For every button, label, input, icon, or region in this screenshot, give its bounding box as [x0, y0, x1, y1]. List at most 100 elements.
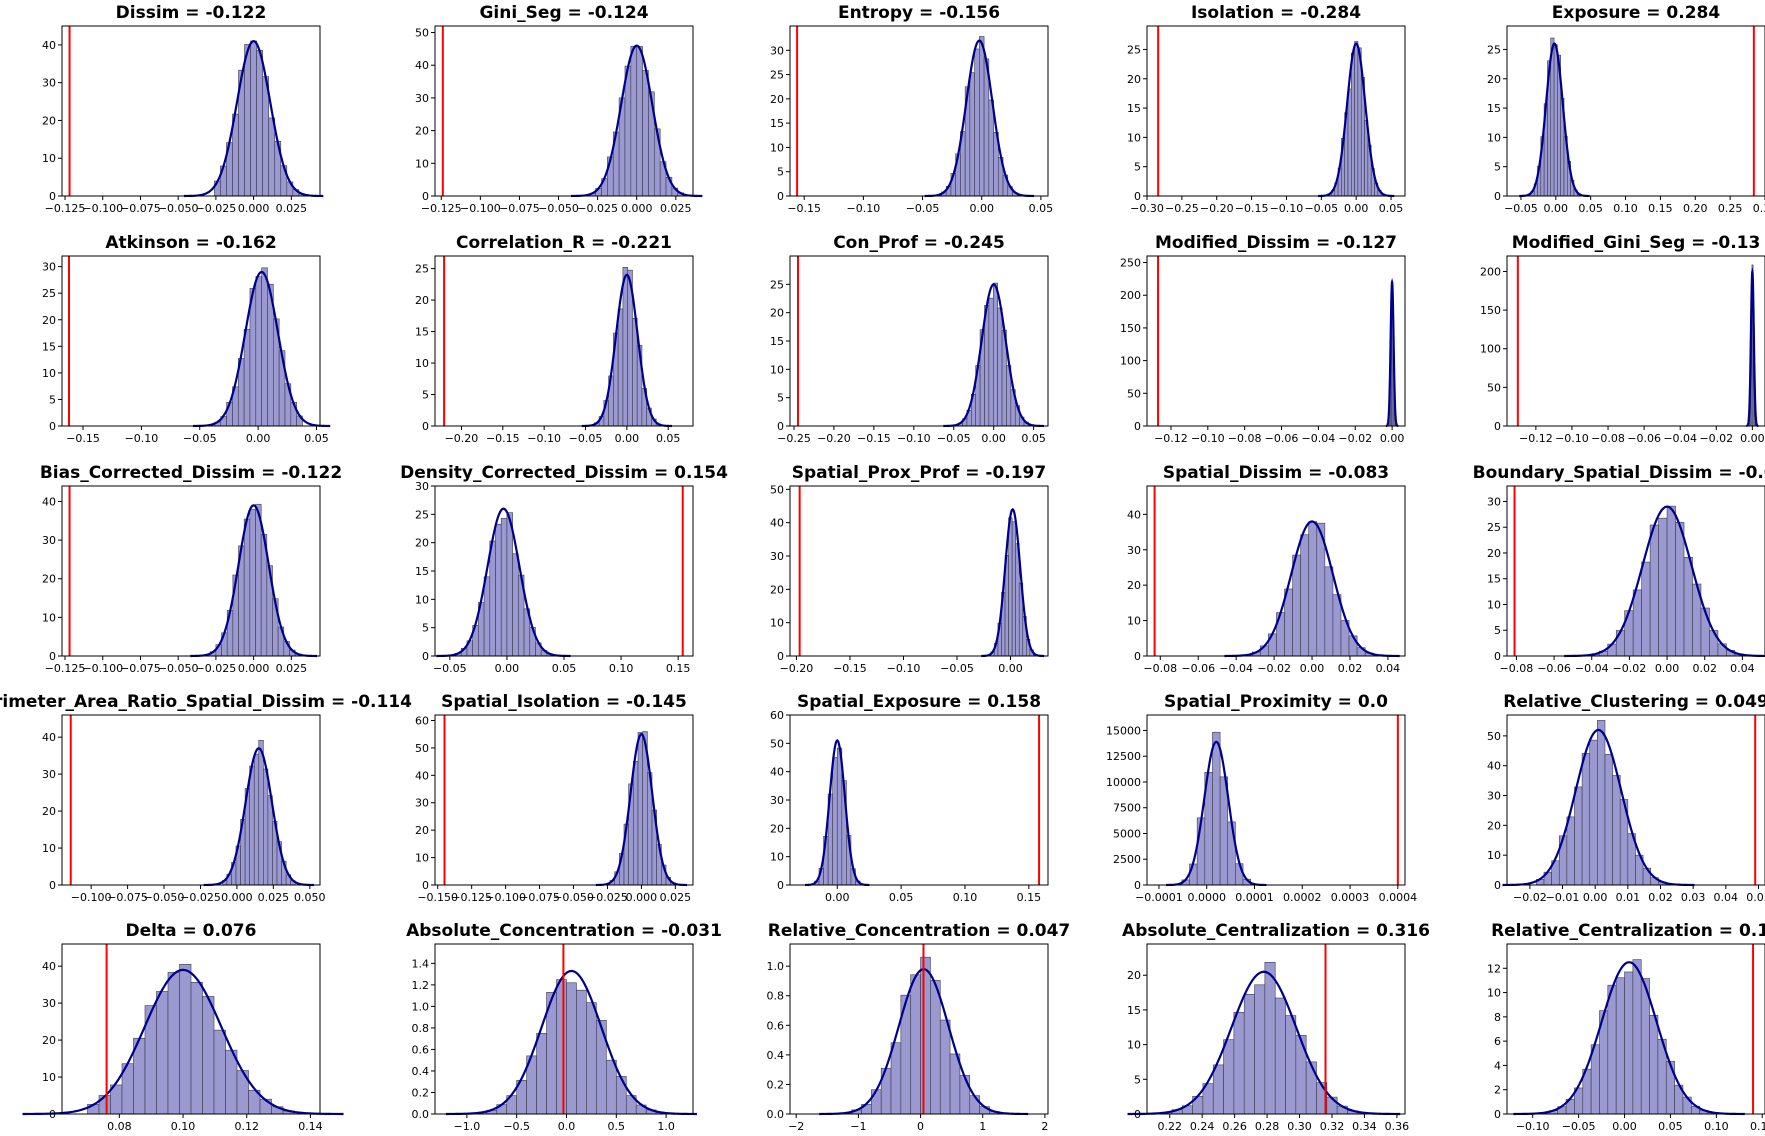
- y-tick-label: 25: [1487, 43, 1501, 56]
- x-tick-label: 0.00: [1583, 891, 1608, 904]
- histogram-bar: [1011, 521, 1016, 657]
- x-tick-label: 0.0001: [1235, 891, 1274, 904]
- y-tick-label: 0.2: [412, 1086, 430, 1099]
- y-tick-label: 200: [1480, 265, 1501, 278]
- histogram-panel: Dissim = -0.122 −0.125−0.100−0.075−0.050−…: [42, 3, 324, 215]
- y-tick-label: 10: [1487, 987, 1501, 1000]
- kde-curve: [943, 283, 1045, 428]
- histogram-bar: [630, 45, 638, 197]
- x-tick-label: −0.075: [120, 202, 161, 215]
- x-tick-label: −0.15: [1235, 202, 1269, 215]
- x-tick-label: 0.15: [1750, 1120, 1765, 1133]
- y-tick-label: 10: [1127, 131, 1141, 144]
- histogram-panel: Spatial_Isolation = -0.145−0.150−0.125−0…: [415, 692, 694, 904]
- y-tick-label: 0: [1134, 190, 1141, 203]
- histogram-bar: [832, 757, 838, 886]
- y-tick-label: 5: [1134, 161, 1141, 174]
- kde-curve: [1166, 740, 1267, 887]
- histogram-bar: [1709, 630, 1719, 657]
- y-tick-label: 20: [415, 537, 429, 550]
- x-tick-label: −0.10: [1191, 432, 1225, 445]
- kde-curve: [581, 273, 673, 428]
- y-tick-label: 200: [1120, 289, 1141, 302]
- x-tick-label: −0.125: [45, 202, 86, 215]
- histogram-bar: [1700, 607, 1710, 657]
- y-tick-label: 30: [770, 794, 784, 807]
- y-tick-label: 5: [422, 622, 429, 635]
- x-tick-label: 1: [979, 1120, 986, 1133]
- x-tick-label: −0.08: [1591, 432, 1625, 445]
- x-tick-label: −0.050: [538, 202, 579, 215]
- x-tick-label: 0.05: [1021, 432, 1046, 445]
- x-tick-label: −0.100: [82, 662, 123, 675]
- histogram-bar: [1351, 52, 1355, 197]
- histogram-panel: Modified_Dissim = -0.127−0.12 −0.10 −0.08−…: [1120, 233, 1406, 445]
- panel-title: Spatial_Isolation = -0.145: [441, 692, 687, 712]
- panel-title: Modified_Gini_Seg = -0.13: [1512, 233, 1761, 253]
- y-tick-label: 5: [422, 389, 429, 402]
- histogram-bar: [1566, 816, 1575, 886]
- y-tick-label: 10: [42, 611, 56, 624]
- kde-curve: [981, 507, 1045, 658]
- panel-title: Spatial_Dissim = -0.083: [1163, 463, 1389, 483]
- x-tick-label: 0.02: [1692, 662, 1717, 675]
- y-tick-label: 0: [1494, 190, 1501, 203]
- x-tick-label: 0.000: [238, 662, 270, 675]
- histogram-bar: [871, 1089, 882, 1115]
- y-tick-label: 40: [1487, 760, 1501, 773]
- x-tick-label: −0.15: [857, 432, 891, 445]
- y-tick-label: 0: [1134, 879, 1141, 892]
- panel-title: Absolute_Centralization = 0.316: [1122, 921, 1430, 941]
- y-tick-label: 15: [42, 340, 56, 353]
- histogram-bar: [512, 553, 519, 657]
- x-tick-label: 0.00: [969, 202, 994, 215]
- x-tick-label: −0.050: [158, 662, 199, 675]
- y-tick-label: 0.4: [412, 1065, 430, 1078]
- x-tick-label: 0.00: [981, 432, 1006, 445]
- histogram-bar: [190, 982, 203, 1115]
- y-tick-label: 7500: [1113, 802, 1141, 815]
- histogram-bar: [1243, 994, 1255, 1115]
- x-tick-label: 0.36: [1385, 1120, 1410, 1133]
- y-tick-label: 20: [415, 294, 429, 307]
- x-tick-label: −0.05: [1562, 1120, 1596, 1133]
- histogram-panel: Delta = 0.076 0.08 0.10 0.12 0.14 0 10 20 30 40: [22, 921, 344, 1133]
- histogram-bar: [1666, 505, 1676, 657]
- histogram-bar: [1274, 997, 1286, 1115]
- histogram-bar: [1227, 821, 1236, 886]
- y-tick-label: 5: [1494, 624, 1501, 637]
- y-tick-label: 30: [42, 534, 56, 547]
- x-tick-label: 0.00: [1380, 432, 1405, 445]
- histogram-bar: [1235, 863, 1244, 886]
- x-tick-label: −0.20: [780, 662, 814, 675]
- plot-frame: [434, 714, 694, 886]
- panel-title: Spatial_Prox_Prof = -0.197: [792, 463, 1046, 483]
- x-tick-label: −0.075: [499, 202, 540, 215]
- x-tick-label: 0.025: [660, 202, 692, 215]
- histogram-panel: Atkinson = -0.162 −0.15 −0.10 −0.05 0.00 0.05…: [42, 233, 331, 445]
- y-tick-label: 0: [1494, 420, 1501, 433]
- x-tick-label: 0.12: [234, 1120, 259, 1133]
- histogram-bar: [890, 1042, 902, 1115]
- y-tick-label: 15: [1127, 1004, 1141, 1017]
- x-tick-label: 0.20: [1683, 202, 1708, 215]
- y-tick-label: 10: [770, 617, 784, 630]
- y-tick-label: 5: [1134, 1073, 1141, 1086]
- panel-title: Gini_Seg = -0.124: [479, 3, 648, 23]
- y-tick-label: 12500: [1106, 750, 1141, 763]
- y-tick-label: 20: [1127, 969, 1141, 982]
- y-tick-label: 50: [1487, 381, 1501, 394]
- y-tick-label: 20: [1487, 547, 1501, 560]
- y-tick-label: 25: [1127, 43, 1141, 56]
- x-tick-label: −0.02: [1699, 432, 1733, 445]
- x-tick-label: −0.25: [1165, 202, 1199, 215]
- y-tick-label: 30: [770, 44, 784, 57]
- histogram-panel: Correlation_R = -0.221 −0.20 −0.15 −0.10 −0.…: [415, 233, 694, 445]
- histogram-bar: [1607, 984, 1617, 1115]
- y-tick-label: 40: [42, 495, 56, 508]
- histogram-bar: [992, 282, 998, 427]
- x-tick-label: 0.025: [276, 202, 308, 215]
- x-tick-label: −0.10: [527, 432, 561, 445]
- histogram-bar: [179, 964, 192, 1115]
